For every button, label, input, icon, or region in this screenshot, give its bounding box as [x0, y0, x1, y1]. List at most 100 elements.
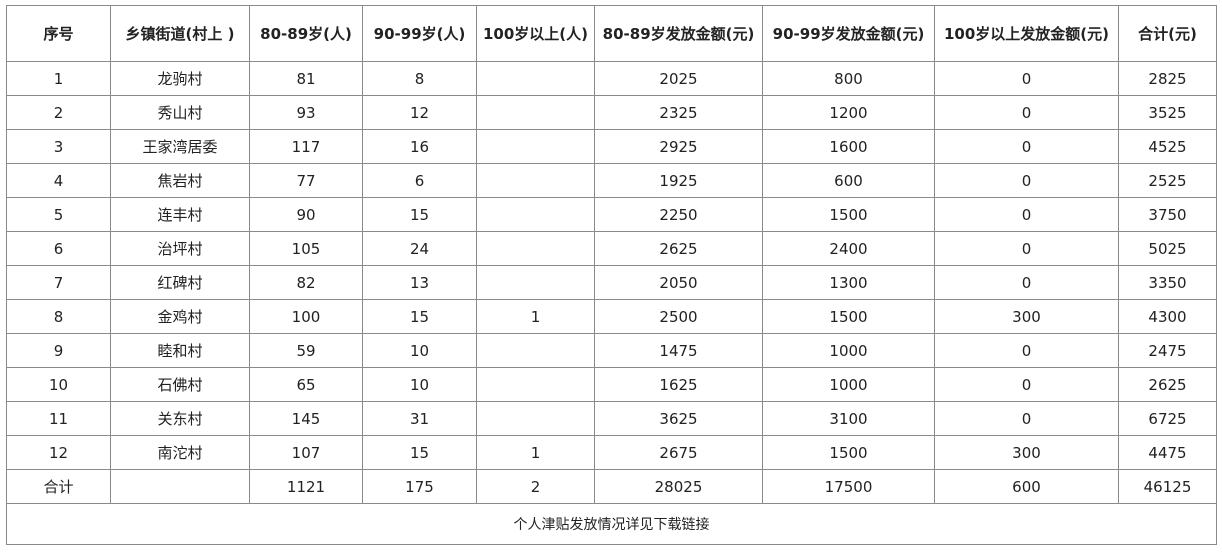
- table-cell: 82: [249, 265, 363, 300]
- table-cell: 6: [6, 231, 111, 266]
- table-cell: 2500: [594, 299, 763, 334]
- table-cell: 0: [934, 367, 1119, 402]
- download-note: 个人津贴发放情况详见下载链接: [6, 503, 1217, 545]
- table-cell: 1200: [762, 95, 935, 130]
- table-cell: 2050: [594, 265, 763, 300]
- table-cell: 16: [362, 129, 477, 164]
- note-row: 个人津贴发放情况详见下载链接: [6, 503, 1217, 545]
- table-cell: 31: [362, 401, 477, 436]
- total-cell: 175: [362, 469, 477, 504]
- table-cell: 2675: [594, 435, 763, 470]
- table-row: 10 石佛村 65 10 1625 1000 0 2625: [6, 367, 1217, 402]
- table-cell: 0: [934, 197, 1119, 232]
- table-cell: [476, 367, 595, 402]
- table-cell: 4: [6, 163, 111, 198]
- table-cell: 0: [934, 61, 1119, 96]
- table-cell: 秀山村: [110, 95, 250, 130]
- table-cell: 2025: [594, 61, 763, 96]
- header-cell: 80-89岁发放金额(元): [594, 5, 763, 62]
- table-cell: 15: [362, 435, 477, 470]
- table-cell: 2625: [1118, 367, 1217, 402]
- table-cell: 1500: [762, 197, 935, 232]
- table-cell: 5: [6, 197, 111, 232]
- table-cell: 治坪村: [110, 231, 250, 266]
- table-row: 2 秀山村 93 12 2325 1200 0 3525: [6, 95, 1217, 130]
- table-cell: [476, 231, 595, 266]
- table-cell: 59: [249, 333, 363, 368]
- table-cell: 300: [934, 435, 1119, 470]
- table-cell: 3750: [1118, 197, 1217, 232]
- table-cell: 100: [249, 299, 363, 334]
- table-cell: 1: [476, 299, 595, 334]
- subsidy-table: 序号 乡镇街道(村上 ) 80-89岁(人) 90-99岁(人) 100岁以上(…: [6, 5, 1217, 545]
- table-cell: 1500: [762, 435, 935, 470]
- table-cell: 800: [762, 61, 935, 96]
- header-cell: 100岁以上(人): [476, 5, 595, 62]
- table-cell: 145: [249, 401, 363, 436]
- table-cell: 117: [249, 129, 363, 164]
- table-cell: [476, 61, 595, 96]
- table-cell: 王家湾居委: [110, 129, 250, 164]
- table-cell: [476, 401, 595, 436]
- table-cell: 15: [362, 197, 477, 232]
- table-cell: 10: [362, 333, 477, 368]
- table-cell: 13: [362, 265, 477, 300]
- table-cell: [476, 163, 595, 198]
- header-cell: 序号: [6, 5, 111, 62]
- table-cell: 90: [249, 197, 363, 232]
- table-cell: 1500: [762, 299, 935, 334]
- table-cell: 1925: [594, 163, 763, 198]
- table-cell: 8: [362, 61, 477, 96]
- table-cell: 24: [362, 231, 477, 266]
- table-cell: 105: [249, 231, 363, 266]
- total-cell: 46125: [1118, 469, 1217, 504]
- table-cell: 77: [249, 163, 363, 198]
- table-cell: 2400: [762, 231, 935, 266]
- table-cell: [476, 265, 595, 300]
- table-cell: 焦岩村: [110, 163, 250, 198]
- table-cell: 2825: [1118, 61, 1217, 96]
- table-cell: 关东村: [110, 401, 250, 436]
- table-row: 8 金鸡村 100 15 1 2500 1500 300 4300: [6, 299, 1217, 334]
- table-cell: [476, 129, 595, 164]
- table-cell: 10: [6, 367, 111, 402]
- total-row: 合计 1121 175 2 28025 17500 600 46125: [6, 469, 1217, 504]
- total-cell: [110, 469, 250, 504]
- table-cell: 107: [249, 435, 363, 470]
- table-cell: 3100: [762, 401, 935, 436]
- table-cell: 9: [6, 333, 111, 368]
- total-cell: 17500: [762, 469, 935, 504]
- table-cell: 6: [362, 163, 477, 198]
- table-cell: 2625: [594, 231, 763, 266]
- table-cell: 1: [476, 435, 595, 470]
- table-cell: 2925: [594, 129, 763, 164]
- header-cell: 100岁以上发放金额(元): [934, 5, 1119, 62]
- total-cell: 28025: [594, 469, 763, 504]
- table-row: 6 治坪村 105 24 2625 2400 0 5025: [6, 231, 1217, 266]
- table-cell: [476, 95, 595, 130]
- table-cell: 600: [762, 163, 935, 198]
- table-cell: 3: [6, 129, 111, 164]
- table-cell: 2250: [594, 197, 763, 232]
- table-cell: 93: [249, 95, 363, 130]
- table-cell: 2525: [1118, 163, 1217, 198]
- header-cell: 合计(元): [1118, 5, 1217, 62]
- table-cell: 4525: [1118, 129, 1217, 164]
- table-cell: 0: [934, 401, 1119, 436]
- table-cell: 睦和村: [110, 333, 250, 368]
- table-row: 5 连丰村 90 15 2250 1500 0 3750: [6, 197, 1217, 232]
- table-cell: 4300: [1118, 299, 1217, 334]
- table-cell: 0: [934, 333, 1119, 368]
- table-row: 12 南沱村 107 15 1 2675 1500 300 4475: [6, 435, 1217, 470]
- total-cell: 2: [476, 469, 595, 504]
- table-cell: 1000: [762, 333, 935, 368]
- table-cell: 4475: [1118, 435, 1217, 470]
- table-cell: 3625: [594, 401, 763, 436]
- table-cell: 1600: [762, 129, 935, 164]
- table-cell: 12: [362, 95, 477, 130]
- table-cell: 南沱村: [110, 435, 250, 470]
- header-cell: 90-99岁(人): [362, 5, 477, 62]
- table-cell: 2475: [1118, 333, 1217, 368]
- total-cell: 600: [934, 469, 1119, 504]
- table-row: 3 王家湾居委 117 16 2925 1600 0 4525: [6, 129, 1217, 164]
